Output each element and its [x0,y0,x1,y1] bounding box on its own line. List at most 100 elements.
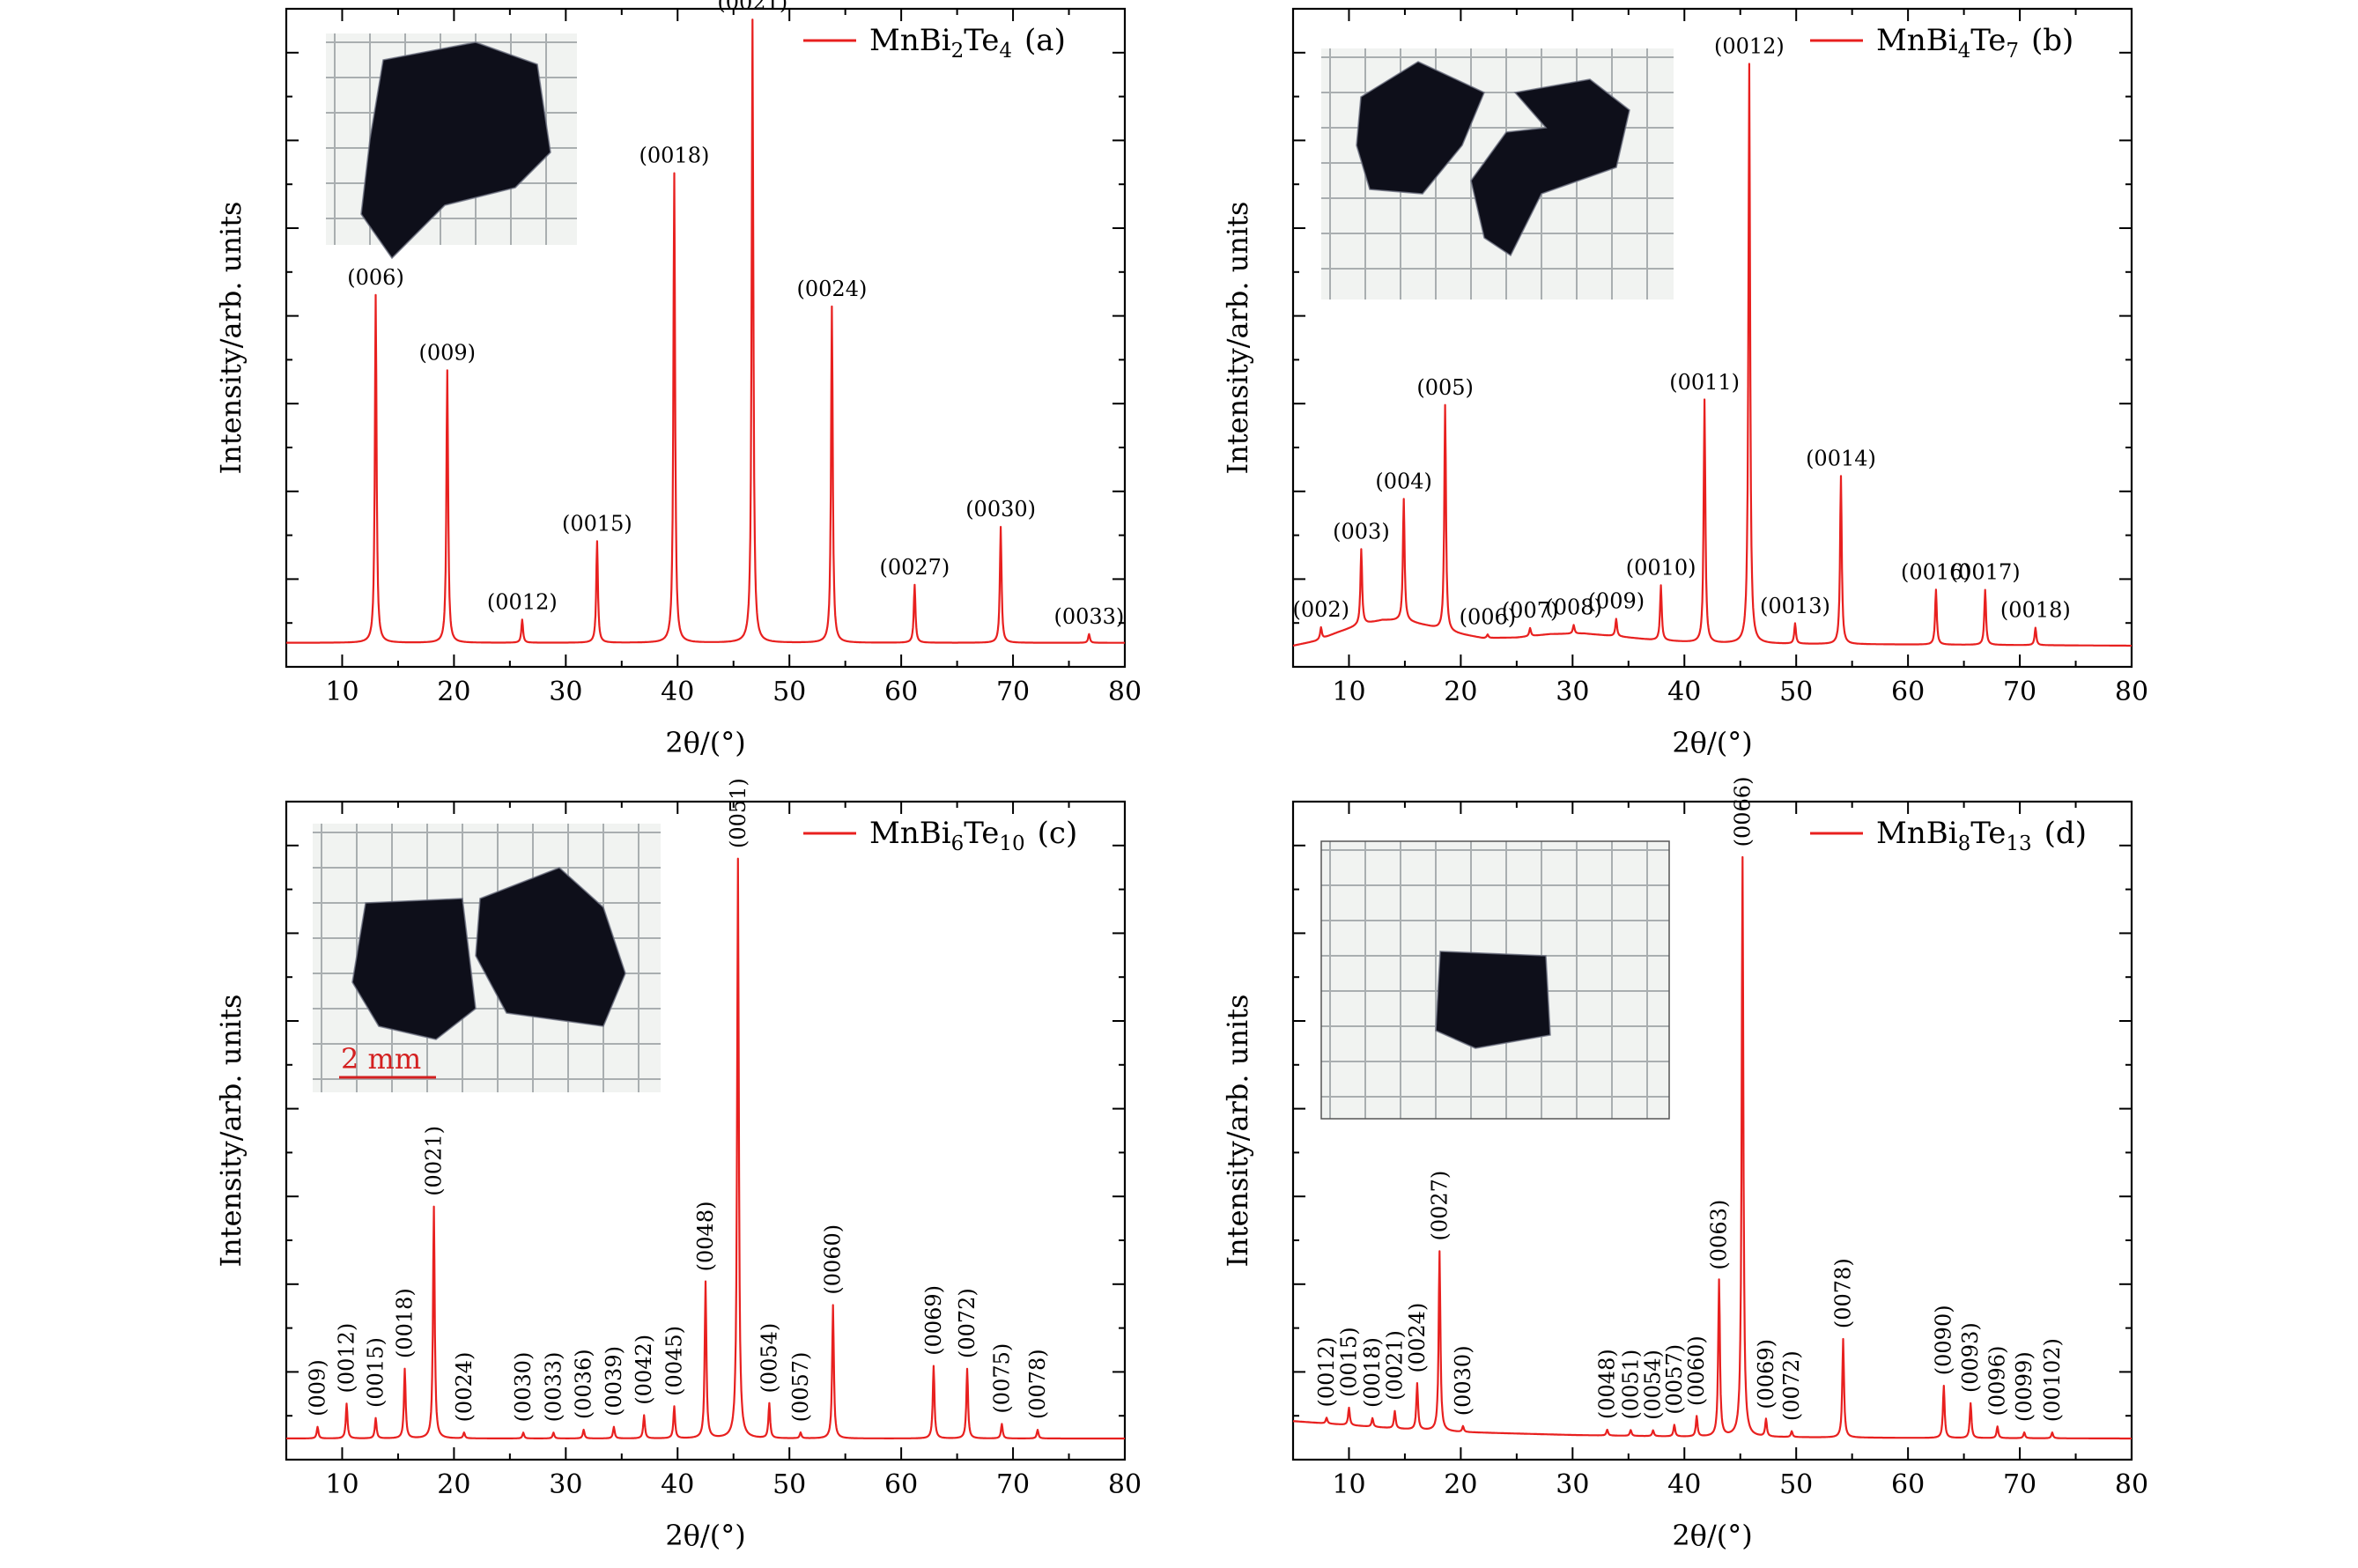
peak-label: (0030) [965,497,1036,521]
peak-label: (002) [1292,597,1349,622]
peak-label: (0096) [1985,1346,2010,1416]
peak-label: (009) [1588,589,1645,614]
peak-label: (0016) [1901,559,1971,584]
legend-part: 4 [1958,40,1971,63]
peak-label: (0018) [2000,598,2071,623]
legend-entry: MnBi6Te10 (c) [869,816,1077,855]
peak-label: (0021) [717,0,787,14]
peak-label: (0054) [1641,1350,1666,1420]
peak-label: (0045) [662,1326,686,1396]
peak-label: (0039) [602,1346,626,1416]
peak-label: (005) [1416,375,1474,400]
peak-label: (0063) [1707,1200,1732,1270]
x-tick-label: 60 [1891,1469,1925,1500]
y-axis-title: Intensity/arb. units [1221,995,1254,1268]
peak-label: (0021) [422,1126,447,1196]
peak-label: (0060) [821,1224,846,1295]
peak-label: (0015) [1336,1327,1361,1397]
peak-label: (0015) [562,512,632,536]
peak-label: (0054) [757,1323,781,1394]
peak-label: (00102) [2040,1338,2065,1422]
peak-label: (008) [1545,595,1602,620]
x-tick-label: 30 [549,1469,582,1500]
peak-label: (0090) [1932,1305,1956,1375]
peak-label: (0027) [1427,1171,1452,1241]
scale-bar-label: 2 mm [341,1042,421,1076]
x-tick-label: 70 [996,677,1030,707]
x-axis-title: 2θ/(°) [1672,726,1752,759]
crystal-highlight [1435,950,1551,1049]
crystal-sample [1436,951,1550,1048]
peak-label: (0010) [1626,556,1696,581]
photo-border [1320,840,1670,1120]
peak-label: (0099) [2012,1351,2036,1422]
x-tick-label: 10 [325,677,359,707]
legend-part: Te [1970,816,2006,851]
x-tick-label: 70 [2003,677,2036,707]
x-tick-label: 20 [1444,1469,1477,1500]
peak-label: (0012) [1314,1337,1339,1408]
peak-label: (006) [347,265,404,290]
x-tick-label: 10 [1332,677,1365,707]
sample-photo-inset: 2 mm [313,824,661,1092]
peak-label: (0048) [1595,1349,1620,1419]
x-tick-label: 30 [1556,677,1589,707]
peak-label: (009) [419,340,477,365]
xrd-pattern-line [285,857,1126,1440]
peak-label: (0011) [1669,370,1740,395]
x-tick-label: 80 [1108,1469,1142,1500]
sample-photo-inset [1320,840,1670,1120]
panel-b: 10 20 30 40 50 60 70 80 2θ/(°) Intensity/arb. uni… [1221,7,2148,759]
peak-label: (0048) [693,1202,718,1272]
xrd-pattern-line [285,18,1126,644]
legend-part: MnBi [869,816,951,851]
legend-entry: MnBi8Te13 (d) [1876,816,2087,855]
x-tick-label: 50 [772,1469,806,1500]
crystal-highlight [351,898,477,1040]
x-tick-label: 70 [996,1469,1030,1500]
legend-entry: MnBi2Te4 (a) [869,23,1066,63]
plot-frame [1291,7,2133,669]
peak-label: (007) [1502,598,1559,623]
legend-part: 7 [2006,40,2019,63]
peak-label: (0072) [955,1288,979,1358]
crystal-sample [1471,79,1630,255]
peak-label: (0051) [1618,1350,1643,1420]
peak-label: (0075) [989,1343,1014,1414]
peak-label: (0051) [726,778,750,848]
x-tick-label: 60 [884,677,918,707]
x-tick-label: 30 [549,677,582,707]
xrd-pattern-line [1292,63,2133,647]
peak-label: (003) [1333,520,1390,544]
peak-label: (0024) [452,1352,477,1423]
peak-label: (0018) [639,144,710,168]
peak-label: (0024) [797,277,868,301]
x-tick-label: 80 [2115,677,2148,707]
peak-label: (0078) [1831,1258,1856,1328]
legend-part: Te [964,816,999,851]
crystal-highlight [1356,61,1486,195]
crystal-sample [361,42,551,258]
peak-label: (0027) [879,555,950,580]
panel-c: 10 20 30 40 50 60 70 80 2θ/(°) Intensity/arb. uni… [214,778,1142,1552]
peak-label: (0017) [1950,560,2021,585]
x-tick-label: 10 [325,1469,359,1500]
x-axis-title: 2θ/(°) [1672,1519,1752,1552]
sample-photo-inset [1321,48,1674,300]
peak-label: (0024) [1405,1303,1430,1373]
legend-part: (d) [2044,816,2087,851]
peak-label: (0069) [1754,1339,1778,1409]
peak-label: (0072) [1779,1350,1804,1421]
x-tick-label: 20 [1444,677,1477,707]
peak-label: (0021) [1383,1330,1408,1401]
x-tick-label: 60 [1891,677,1925,707]
crystal-sample [1356,62,1484,194]
crystal-sample [476,868,625,1026]
y-axis-title: Intensity/arb. units [214,995,248,1268]
peak-label: (0030) [1451,1345,1475,1416]
x-tick-label: 50 [1779,677,1813,707]
legend-part: (a) [1024,23,1066,58]
crystal-sample [352,899,476,1039]
peak-label: (0030) [511,1352,536,1423]
legend-part: 13 [2006,832,2031,855]
